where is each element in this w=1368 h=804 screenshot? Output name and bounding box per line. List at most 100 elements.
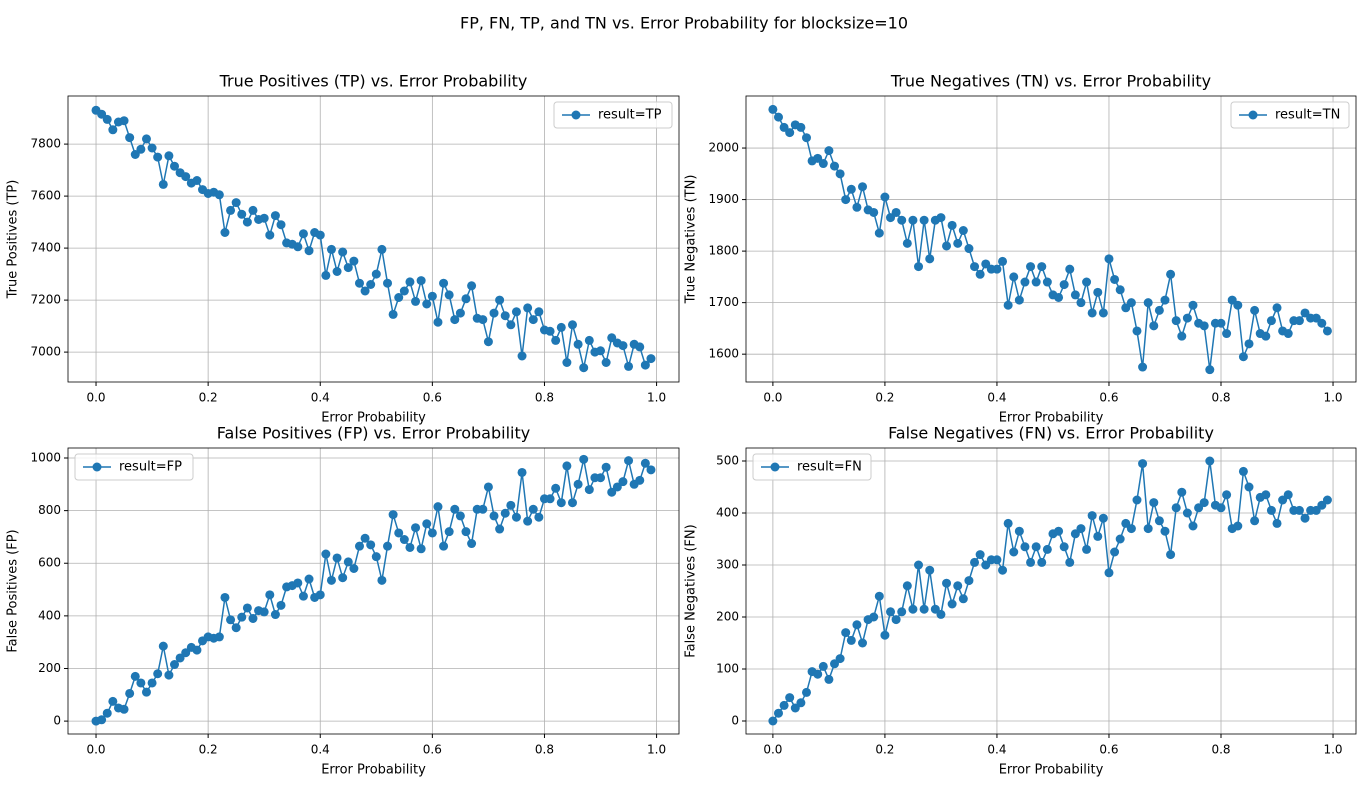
data-point <box>181 648 191 658</box>
data-point <box>242 217 252 227</box>
data-point <box>181 172 191 182</box>
data-point <box>1166 550 1176 560</box>
x-tick-label: 0.8 <box>535 743 554 757</box>
legend-label: result=FP <box>119 460 182 475</box>
data-point <box>640 360 650 370</box>
legend-label: result=TN <box>1275 108 1340 123</box>
data-point <box>315 590 325 600</box>
data-point <box>293 242 303 252</box>
data-point <box>1250 305 1260 315</box>
data-point <box>562 461 572 471</box>
data-point <box>405 277 415 287</box>
data-point <box>399 286 409 296</box>
data-point <box>147 143 157 153</box>
data-point <box>830 161 840 171</box>
subplot: False Negatives (FN) vs. Error Probabili… <box>684 424 1357 778</box>
data-point <box>427 528 437 538</box>
data-point <box>338 247 348 257</box>
data-point <box>125 688 135 698</box>
data-point <box>136 678 146 688</box>
data-point <box>1042 277 1052 287</box>
data-point <box>1216 318 1226 328</box>
data-point <box>646 354 656 364</box>
data-point <box>1205 365 1215 375</box>
data-point <box>1143 524 1153 534</box>
data-point <box>433 317 443 327</box>
data-point <box>153 669 163 679</box>
data-point <box>914 560 924 570</box>
data-point <box>220 592 230 602</box>
data-point <box>478 315 488 325</box>
data-point <box>511 512 521 522</box>
data-point <box>942 241 952 251</box>
data-point <box>1244 482 1254 492</box>
data-point <box>584 335 594 345</box>
y-tick-label: 400 <box>38 608 61 622</box>
data-point <box>768 716 778 726</box>
data-point <box>1294 505 1304 515</box>
data-point <box>818 159 828 169</box>
data-point <box>1104 568 1114 578</box>
data-point <box>998 565 1008 575</box>
x-tick-label: 0.0 <box>763 391 782 405</box>
data-point <box>858 638 868 648</box>
data-point <box>813 669 823 679</box>
data-point <box>304 574 314 584</box>
data-point <box>1009 272 1019 282</box>
data-point <box>936 213 946 223</box>
data-point <box>231 623 241 633</box>
data-point <box>433 502 443 512</box>
data-point <box>1026 557 1036 567</box>
data-point <box>902 238 912 248</box>
data-point <box>102 114 112 124</box>
data-point <box>1322 326 1332 336</box>
data-point <box>214 190 224 200</box>
data-point <box>1177 487 1187 497</box>
data-point <box>411 296 421 306</box>
data-point <box>411 523 421 533</box>
data-point <box>192 645 202 655</box>
data-point <box>461 294 471 304</box>
data-point <box>902 581 912 591</box>
data-point <box>422 299 432 309</box>
data-point <box>500 311 510 321</box>
data-point <box>796 698 806 708</box>
data-point <box>773 708 783 718</box>
data-point <box>1132 495 1142 505</box>
data-point <box>1104 254 1114 264</box>
data-point <box>1132 326 1142 336</box>
data-point <box>551 335 561 345</box>
data-point <box>158 179 168 189</box>
data-point <box>220 228 230 237</box>
legend-marker <box>571 110 581 120</box>
data-point <box>242 603 252 613</box>
data-point <box>265 230 275 240</box>
data-point <box>556 498 566 508</box>
subplot: False Positives (FP) vs. Error Probabili… <box>6 424 680 778</box>
data-point <box>584 485 594 495</box>
data-point <box>886 607 896 617</box>
data-point <box>405 542 415 552</box>
data-point <box>1216 503 1226 513</box>
data-point <box>1037 557 1047 567</box>
data-point <box>852 620 862 630</box>
data-point <box>556 322 566 332</box>
data-point <box>1154 516 1164 526</box>
data-point <box>841 628 851 638</box>
figure-title: FP, FN, TP, and TN vs. Error Probability… <box>460 14 908 33</box>
data-point <box>891 207 901 217</box>
x-tick-label: 1.0 <box>647 743 666 757</box>
data-point <box>1188 300 1198 310</box>
data-point <box>545 494 555 504</box>
data-point <box>841 195 851 205</box>
data-point <box>394 293 404 302</box>
data-point <box>394 528 404 538</box>
y-tick-label: 7000 <box>30 345 61 359</box>
data-point <box>1059 542 1069 552</box>
data-point <box>500 508 510 518</box>
data-point <box>1233 521 1243 531</box>
data-point <box>596 473 606 483</box>
data-point <box>270 610 280 620</box>
data-point <box>1272 303 1282 313</box>
data-point <box>467 539 477 549</box>
